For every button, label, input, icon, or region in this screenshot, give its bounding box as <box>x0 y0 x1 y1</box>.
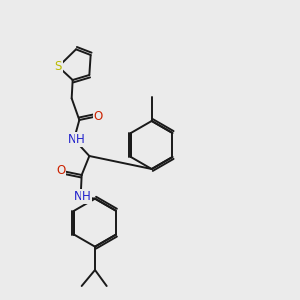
Text: H: H <box>82 190 91 203</box>
Text: S: S <box>55 60 62 73</box>
Text: N: N <box>74 190 83 203</box>
Text: O: O <box>56 164 65 177</box>
Text: H: H <box>76 133 84 146</box>
Text: N: N <box>68 133 76 146</box>
Text: O: O <box>94 110 103 122</box>
